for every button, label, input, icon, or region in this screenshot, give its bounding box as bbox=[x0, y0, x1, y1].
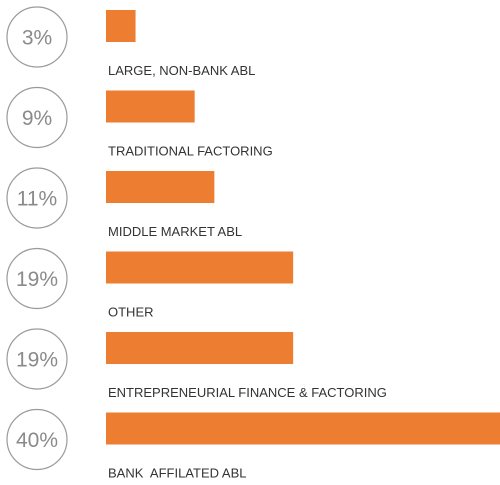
percent-label: 11% bbox=[17, 188, 57, 211]
category-label: MIDDLE MARKET ABL bbox=[108, 224, 242, 239]
chart-row: 40% BANK AFFILATED ABL bbox=[6, 408, 500, 481]
percent-circle bbox=[6, 86, 68, 149]
bar bbox=[106, 332, 294, 364]
category-label: TRADITIONAL FACTORING bbox=[108, 144, 273, 159]
chart-rows: 3% LARGE, NON-BANK ABL 9% TRADITIONAL FACTO… bbox=[6, 6, 500, 481]
percent-label: 40% bbox=[16, 429, 58, 452]
bar bbox=[106, 412, 500, 445]
category-label: OTHER bbox=[108, 305, 154, 320]
percent-label: 19% bbox=[16, 268, 58, 291]
bar bbox=[106, 251, 294, 284]
percent-circle bbox=[6, 408, 68, 471]
category-label: BANK AFFILATED ABL bbox=[108, 466, 246, 481]
bar bbox=[106, 10, 136, 42]
percent-circle bbox=[6, 6, 68, 68]
bar bbox=[106, 171, 215, 203]
bar bbox=[106, 90, 195, 123]
percent-circle bbox=[6, 328, 68, 390]
chart-row: 3% LARGE, NON-BANK ABL bbox=[6, 6, 255, 78]
chart-row: 9% TRADITIONAL FACTORING bbox=[6, 86, 273, 159]
category-label: LARGE, NON-BANK ABL bbox=[108, 63, 255, 78]
percent-circle bbox=[6, 167, 68, 229]
chart-row: 11% MIDDLE MARKET ABL bbox=[6, 167, 242, 239]
percent-label: 19% bbox=[16, 349, 58, 372]
chart-row: 19% OTHER bbox=[6, 247, 294, 320]
percent-label: 3% bbox=[22, 27, 52, 50]
percent-circle bbox=[6, 247, 68, 310]
category-label: ENTREPRENEURIAL FINANCE & FACTORING bbox=[108, 385, 387, 400]
percent-label: 9% bbox=[22, 107, 52, 130]
chart-row: 19% ENTREPRENEURIAL FINANCE & FACTORING bbox=[6, 328, 387, 400]
